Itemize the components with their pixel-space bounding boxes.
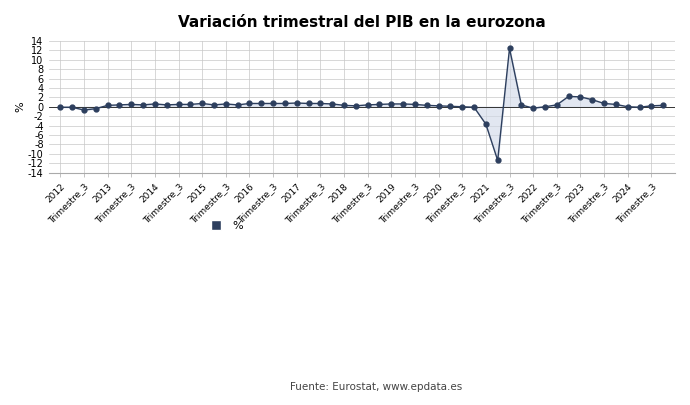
Y-axis label: %: %: [15, 102, 25, 112]
Legend: %: %: [200, 217, 248, 236]
Text: Fuente: Eurostat, www.epdata.es: Fuente: Eurostat, www.epdata.es: [290, 382, 462, 392]
Title: Variación trimestral del PIB en la eurozona: Variación trimestral del PIB en la euroz…: [178, 15, 546, 30]
